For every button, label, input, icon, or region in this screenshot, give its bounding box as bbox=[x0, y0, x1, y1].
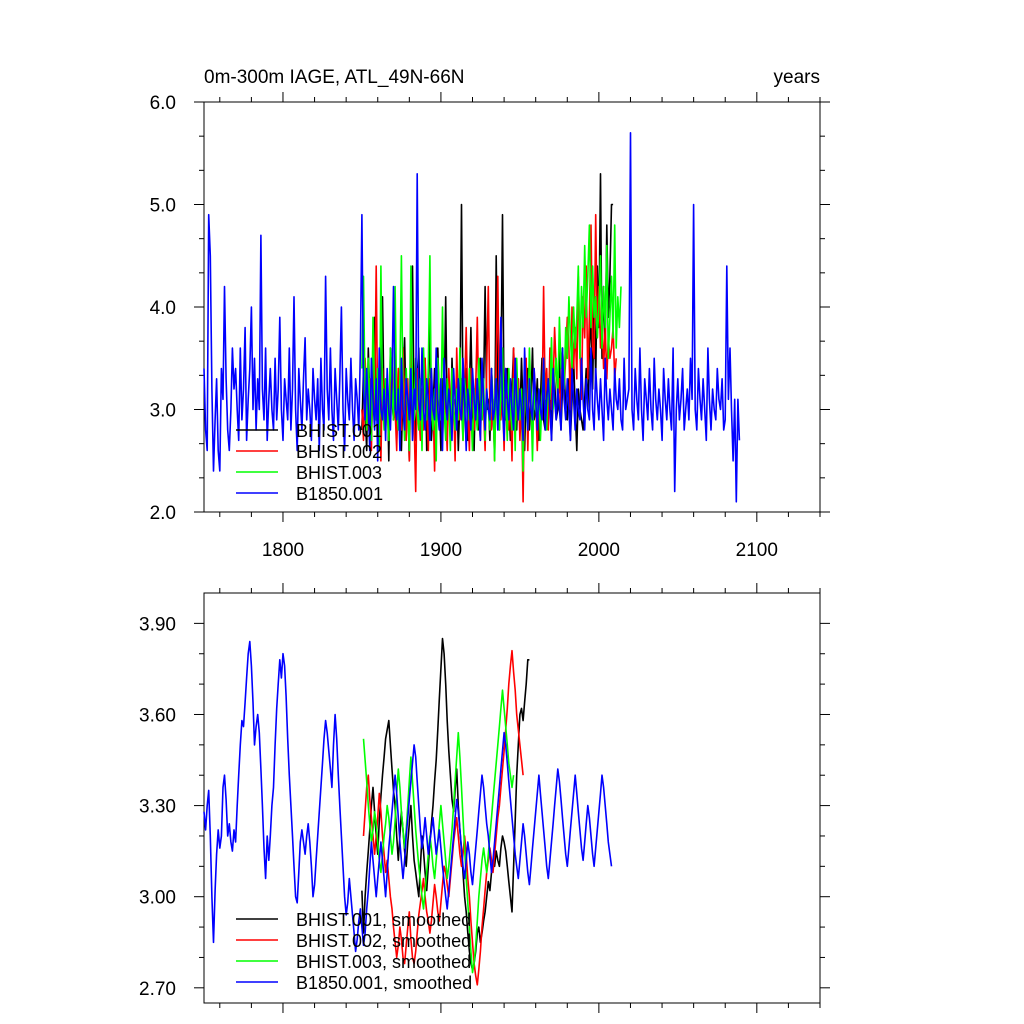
legend-label: BHIST.003, smoothed bbox=[296, 952, 471, 972]
y-tick-label: 2.0 bbox=[150, 503, 176, 524]
legend-label: BHIST.003 bbox=[296, 463, 382, 483]
x-tick-label: 1800 bbox=[262, 540, 304, 561]
chart-canvas: 0m-300m IAGE, ATL_49N-66N years 1800 1900… bbox=[0, 0, 1024, 1024]
y-tick-label: 3.00 bbox=[139, 888, 176, 909]
y-tick-label: 3.30 bbox=[139, 797, 176, 818]
legend-label: BHIST.001, smoothed bbox=[296, 910, 471, 930]
legend-label: BHIST.002 bbox=[296, 442, 382, 462]
y-tick-label: 2.70 bbox=[139, 979, 176, 1000]
legend-label: BHIST.002, smoothed bbox=[296, 931, 471, 951]
y-tick-label: 6.0 bbox=[150, 93, 176, 114]
legend-label: BHIST.001 bbox=[296, 421, 382, 441]
legend-label: B1850.001 bbox=[296, 484, 383, 504]
x-tick-label: 2000 bbox=[578, 540, 620, 561]
top-panel-units: years bbox=[774, 67, 820, 88]
y-tick-label: 3.0 bbox=[150, 401, 176, 422]
y-tick-label: 4.0 bbox=[150, 298, 176, 319]
y-tick-label: 3.60 bbox=[139, 705, 176, 726]
x-tick-label: 2100 bbox=[736, 540, 778, 561]
top-panel-title: 0m-300m IAGE, ATL_49N-66N bbox=[204, 67, 464, 88]
legend-label: B1850.001, smoothed bbox=[296, 973, 472, 993]
x-tick-label: 1900 bbox=[420, 540, 462, 561]
y-tick-label: 5.0 bbox=[150, 196, 176, 217]
y-tick-label: 3.90 bbox=[139, 614, 176, 635]
